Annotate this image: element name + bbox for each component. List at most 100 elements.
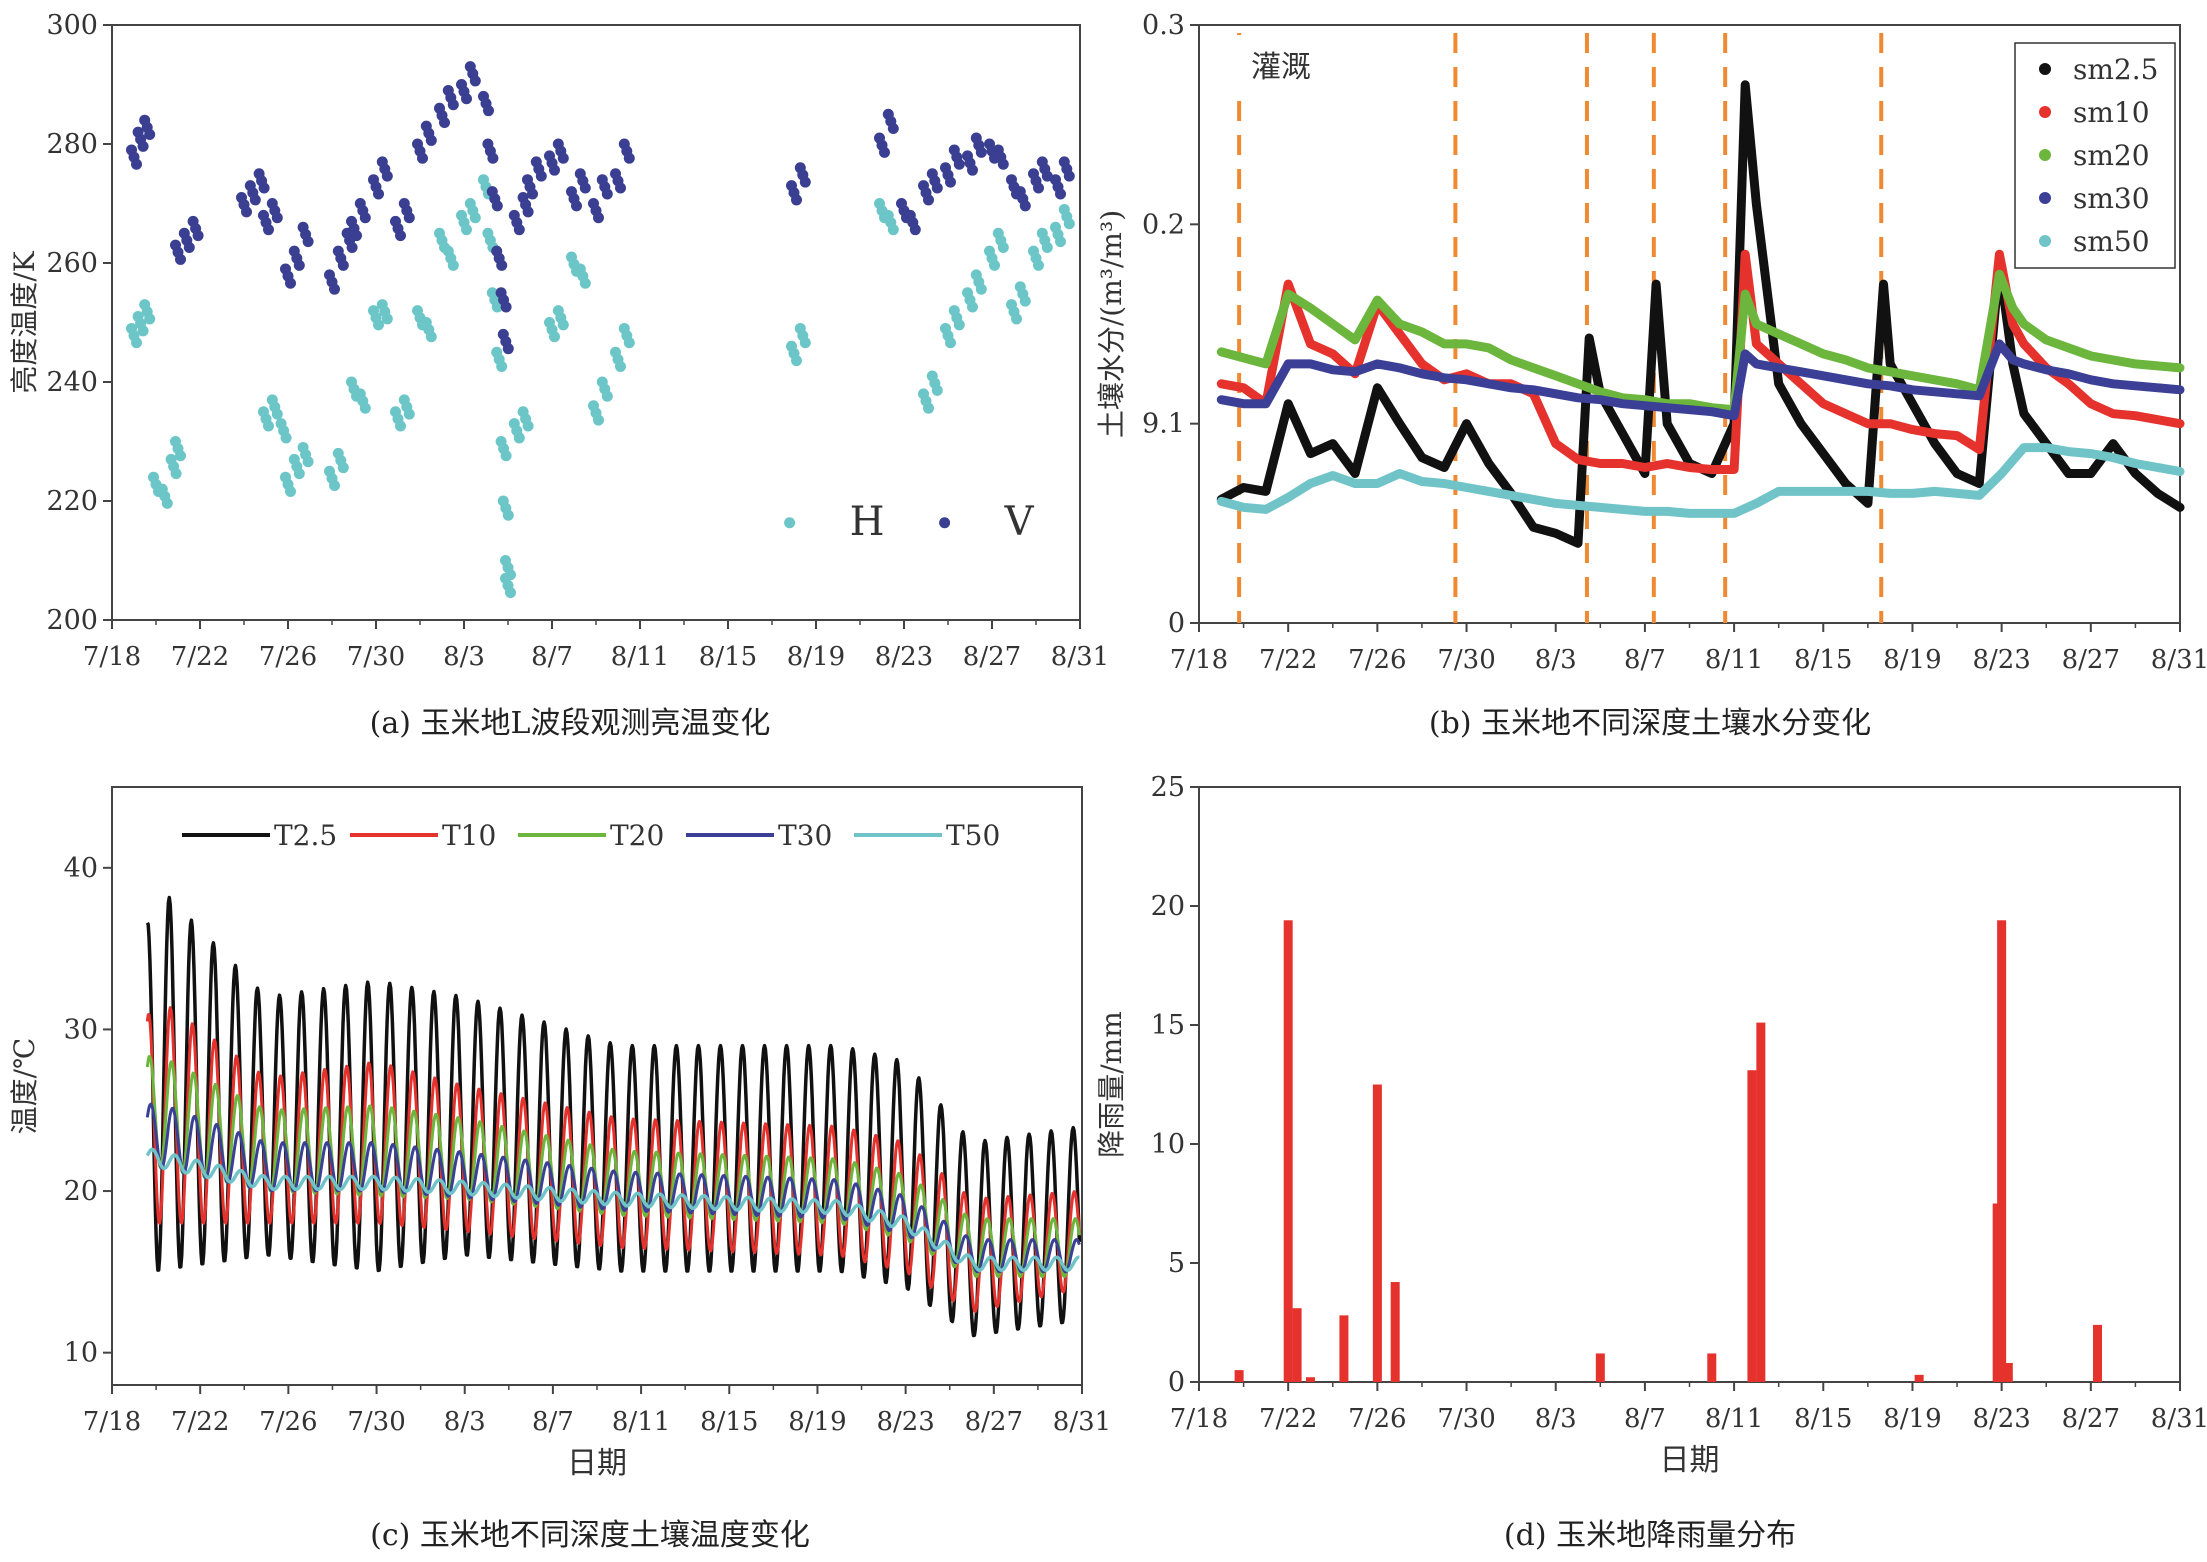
- data-point-H: [989, 259, 1000, 271]
- data-point-V: [1055, 188, 1066, 200]
- data-point-V: [615, 182, 626, 194]
- data-point-V: [1033, 182, 1044, 194]
- data-point-V: [975, 146, 987, 158]
- data-point-V: [183, 242, 195, 254]
- data-point-V: [557, 152, 569, 164]
- data-point-H: [302, 456, 314, 468]
- data-point-H: [593, 414, 604, 426]
- data-point-V: [337, 259, 349, 271]
- legend-marker-sm50: [2039, 235, 2051, 247]
- data-point-H: [175, 450, 186, 462]
- x-tick-label: 8/7: [1624, 645, 1666, 675]
- data-point-V: [967, 164, 978, 176]
- y-tick-label: 40: [64, 853, 98, 884]
- rain-bar: [1283, 920, 1293, 1382]
- annotation-box: [1227, 35, 1402, 95]
- rain-bar: [1292, 1308, 1302, 1382]
- data-point-V: [461, 93, 472, 105]
- data-point-H: [359, 402, 371, 414]
- legend-marker-sm20: [2039, 149, 2051, 161]
- panel-a-axes: 7/18 7/22 7/26 7/30 8/3 8/7 8/11 8/15 8/19 8/23 8/…: [8, 10, 1109, 672]
- data-point-H: [1019, 295, 1031, 307]
- data-point-H: [496, 361, 508, 373]
- data-point-V: [500, 301, 512, 313]
- data-point-H: [144, 313, 156, 325]
- y-tick-label: 280: [46, 129, 98, 160]
- legend-marker-H: [784, 517, 796, 529]
- panel-d-axes: 7/18 7/22 7/26 7/30 8/3 8/7 8/11 8/15 8/19 8/23 8/…: [1095, 772, 2207, 1478]
- data-point-V: [131, 158, 142, 170]
- rain-bar: [1234, 1370, 1244, 1382]
- legend-marker-sm2.5: [2039, 63, 2051, 75]
- rain-bar: [1390, 1282, 1400, 1382]
- rain-bar: [1372, 1084, 1382, 1382]
- data-point-H: [263, 420, 274, 432]
- rain-bar: [2093, 1324, 2103, 1382]
- data-point-V: [496, 259, 508, 271]
- legend-label-sm50: sm50: [2073, 225, 2150, 258]
- y-axis-label: 亮度温度/K: [8, 250, 41, 393]
- x-tick-label: 7/18: [83, 642, 141, 672]
- data-point-V: [571, 200, 582, 212]
- x-tick-label: 8/19: [1883, 1404, 1941, 1434]
- panel-c-axes: 7/18 7/22 7/26 7/30 8/3 8/7 8/11 8/15 8/19 8/23 8/…: [8, 786, 1111, 1481]
- panel-b-axes: 7/18 7/22 7/26 7/30 8/3 8/7 8/11 8/15 8/19 8/23 8/…: [1095, 10, 2207, 675]
- y-axis-label: 温度/℃: [8, 1038, 41, 1135]
- data-point-V: [1019, 200, 1031, 212]
- data-point-V: [623, 152, 635, 164]
- data-point-V: [359, 212, 371, 224]
- x-tick-label: 8/31: [1053, 1407, 1111, 1437]
- x-tick-label: 7/18: [83, 1407, 141, 1437]
- legend-label-sm30: sm30: [2073, 182, 2150, 215]
- data-point-V: [502, 343, 514, 355]
- line-T50: [145, 1147, 1081, 1272]
- data-point-H: [491, 301, 503, 313]
- data-point-H: [887, 224, 899, 236]
- data-point-H: [791, 355, 802, 367]
- x-tick-label: 8/19: [788, 1407, 846, 1437]
- x-tick-label: 7/30: [347, 642, 405, 672]
- legend-c: T2.5 T10 T20 T30 T50: [172, 811, 1032, 863]
- legend-label-T30: T30: [778, 819, 832, 852]
- x-tick-label: 8/23: [1972, 1404, 2030, 1434]
- data-point-H: [1041, 242, 1053, 254]
- y-tick-label: 20: [64, 1176, 98, 1207]
- data-point-H: [469, 212, 481, 224]
- data-point-V: [579, 182, 591, 194]
- legend-marker-sm30: [2039, 192, 2051, 204]
- rain-bar: [1756, 1022, 1766, 1382]
- x-tick-label: 7/22: [171, 642, 229, 672]
- rain-bar: [1339, 1315, 1349, 1382]
- data-point-V: [791, 194, 802, 206]
- data-point-H: [1063, 218, 1075, 230]
- x-tick-label: 7/30: [1437, 1404, 1495, 1434]
- data-point-H: [615, 361, 626, 373]
- x-tick-label: 8/31: [1051, 642, 1109, 672]
- caption-a: (a) 玉米地L波段观测亮温变化: [369, 706, 771, 741]
- x-tick-label: 8/11: [1705, 1404, 1763, 1434]
- data-point-H: [337, 462, 349, 474]
- data-point-H: [997, 242, 1009, 254]
- x-tick-label: 8/23: [876, 1407, 934, 1437]
- y-tick-label: 0: [1168, 608, 1185, 639]
- x-tick-label: 8/27: [965, 1407, 1023, 1437]
- data-point-H: [931, 384, 943, 396]
- data-point-H: [131, 337, 142, 349]
- x-tick-label: 8/3: [444, 1407, 486, 1437]
- legend-b: sm2.5 sm10 sm20 sm30 sm50: [2014, 42, 2176, 269]
- legend-marker-sm10: [2039, 106, 2051, 118]
- data-point-H: [373, 319, 384, 331]
- caption-d: (d) 玉米地降雨量分布: [1503, 1518, 1797, 1553]
- data-point-V: [381, 170, 393, 182]
- line-T2.5: [145, 895, 1082, 1338]
- data-point-V: [346, 242, 358, 254]
- legend-label-sm10: sm10: [2073, 96, 2150, 129]
- data-point-V: [887, 123, 899, 135]
- y-tick-label: 30: [64, 1014, 98, 1045]
- data-point-V: [258, 182, 270, 194]
- x-tick-label: 7/30: [347, 1407, 405, 1437]
- data-point-V: [417, 152, 428, 164]
- data-point-V: [931, 182, 943, 194]
